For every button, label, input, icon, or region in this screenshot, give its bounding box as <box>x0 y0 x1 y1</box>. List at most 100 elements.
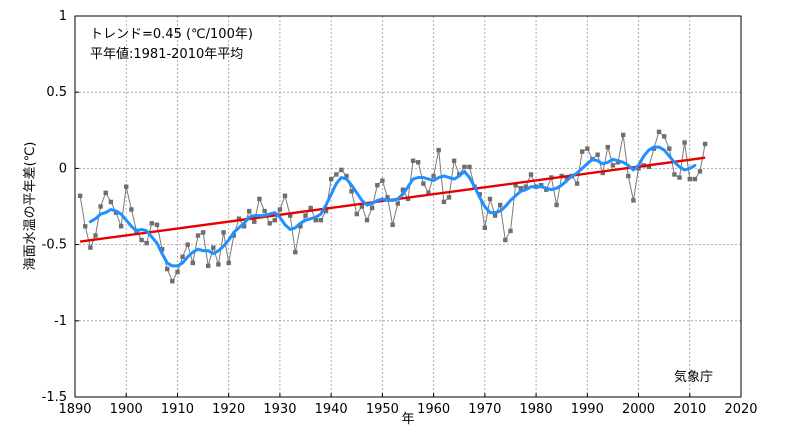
annual-point <box>492 213 498 218</box>
x-tick-label: 2000 <box>622 402 655 417</box>
y-tick-label: -1 <box>54 314 67 329</box>
annual-point <box>190 260 195 266</box>
annual-point <box>262 208 267 214</box>
annual-point <box>257 196 262 202</box>
annual-point <box>677 175 682 180</box>
annual-point <box>252 219 257 224</box>
x-tick-label: 1980 <box>520 402 553 417</box>
annual-point <box>344 173 349 179</box>
annual-point <box>103 190 108 195</box>
x-axis-ticks: 1890 1900 1910 1920 1930 1940 1950 1960 1970 1980… <box>58 393 758 417</box>
annual-point <box>154 222 160 227</box>
annual-point <box>580 149 585 154</box>
annual-point <box>508 228 513 234</box>
x-tick-label: 1960 <box>417 402 450 417</box>
annual-point <box>93 233 98 238</box>
annual-point <box>226 260 231 266</box>
annual-point <box>369 205 375 211</box>
annual-point <box>692 176 698 182</box>
annual-point <box>662 134 667 139</box>
annual-point <box>380 178 385 183</box>
annual-point <box>236 216 242 221</box>
annual-point <box>636 166 641 171</box>
annual-point <box>124 184 129 189</box>
annual-point <box>303 213 308 218</box>
x-tick-label: 1970 <box>468 402 501 417</box>
annual-point <box>672 172 677 177</box>
annual-point <box>200 230 206 235</box>
annual-point <box>503 237 508 243</box>
annual-point <box>631 198 636 203</box>
annual-point <box>170 279 175 284</box>
annual-point <box>600 170 605 176</box>
annual-point <box>518 186 523 191</box>
annual-point <box>88 245 93 250</box>
baseline-annotation: 平年値:1981-2010年平均 <box>90 46 243 62</box>
x-tick-label: 1950 <box>366 402 399 417</box>
series-running-mean <box>88 145 697 268</box>
annual-point <box>323 208 329 214</box>
y-tick-label: -1.5 <box>42 390 67 405</box>
annual-point <box>441 199 447 205</box>
annual-point <box>431 173 436 179</box>
plot-area-frame <box>74 15 742 398</box>
y-tick-label: 1 <box>59 9 67 24</box>
annual-point <box>83 224 88 229</box>
annual-point <box>159 247 165 252</box>
annual-point <box>528 172 534 177</box>
annual-point <box>175 269 180 275</box>
annual-point <box>621 132 626 138</box>
annual-point <box>349 189 354 194</box>
annual-point <box>211 245 216 250</box>
gridlines <box>75 16 741 397</box>
x-axis-label: 年 <box>401 412 414 427</box>
annual-point <box>626 173 631 179</box>
annual-point <box>385 195 390 200</box>
annual-point <box>267 221 272 226</box>
annual-point <box>339 167 344 173</box>
x-tick-label: 2020 <box>724 402 757 417</box>
annual-point <box>98 204 103 209</box>
running-mean-line <box>88 145 697 268</box>
annual-point <box>410 158 416 163</box>
y-tick-label: 0 <box>59 161 67 176</box>
annual-point <box>498 202 503 208</box>
annual-point <box>231 233 236 238</box>
y-axis-ticks: 1 0.5 0 -0.5 -1 -1.5 <box>42 9 79 405</box>
annual-point <box>216 262 221 267</box>
annual-point <box>149 221 154 226</box>
trend-annotation: トレンド=0.45 (℃/100年) <box>90 27 253 42</box>
annual-point <box>595 152 600 157</box>
x-tick-label: 1900 <box>110 402 143 417</box>
x-tick-label: 1920 <box>212 402 245 417</box>
annual-point <box>221 230 226 235</box>
annual-point <box>288 213 293 218</box>
x-tick-label: 2010 <box>673 402 706 417</box>
annual-point <box>359 204 365 209</box>
y-axis-label: 海面水温の平年差(℃) <box>23 142 38 271</box>
annual-point <box>554 202 559 208</box>
annual-point <box>487 196 493 202</box>
annual-point <box>329 176 334 182</box>
annual-point <box>180 254 185 259</box>
x-tick-label: 1910 <box>161 402 194 417</box>
annual-point <box>390 222 395 227</box>
annual-point <box>682 140 687 145</box>
annual-point <box>605 144 610 150</box>
annual-point <box>462 164 467 170</box>
annual-point <box>282 193 288 198</box>
annual-point <box>436 147 441 153</box>
series-annual <box>77 129 708 284</box>
annual-point <box>206 263 211 269</box>
annual-point <box>451 158 457 163</box>
annual-point <box>144 240 149 246</box>
annual-point <box>139 237 144 243</box>
annual-point <box>375 183 380 188</box>
annual-point <box>293 250 298 255</box>
annual-point <box>646 164 651 170</box>
annual-point <box>574 181 580 186</box>
annual-point <box>656 129 662 134</box>
annual-point <box>108 199 114 205</box>
source-label: 気象庁 <box>674 369 713 385</box>
